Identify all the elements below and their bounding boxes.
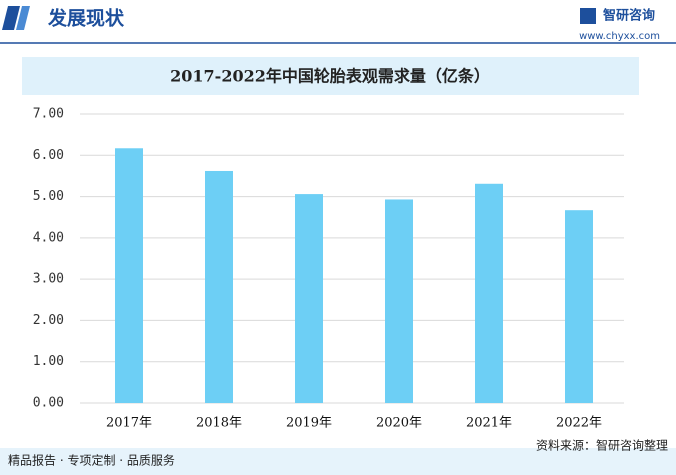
x-tick-label: 2019年 (286, 416, 332, 431)
y-tick-label: 7.00 (33, 107, 64, 122)
header-icon (16, 6, 30, 30)
bar (475, 183, 503, 403)
x-tick-label: 2020年 (376, 416, 422, 431)
header-icon (2, 6, 20, 30)
y-tick-label: 3.00 (33, 272, 64, 287)
x-tick-label: 2018年 (196, 416, 242, 431)
bar (205, 170, 233, 403)
y-tick-label: 5.00 (33, 189, 64, 204)
footer-bar (0, 448, 676, 475)
y-tick-label: 2.00 (33, 313, 64, 328)
chart-title: 2017-2022年中国轮胎表观需求量（亿条） (170, 67, 490, 86)
footer-slogan: 精品报告 · 专项定制 · 品质服务 (8, 453, 175, 468)
x-tick-label: 2022年 (556, 416, 602, 431)
x-tick-label: 2021年 (466, 416, 512, 431)
bar (565, 210, 593, 403)
y-tick-label: 0.00 (33, 396, 64, 411)
y-tick-label: 1.00 (33, 354, 64, 369)
bar (385, 199, 413, 403)
y-tick-label: 4.00 (33, 230, 64, 245)
bar (115, 148, 143, 403)
header-title: 发展现状 (47, 7, 125, 30)
source-note: 资料来源：智研咨询整理 (536, 438, 668, 453)
brand-logo (580, 8, 596, 24)
bar (295, 194, 323, 403)
x-tick-label: 2017年 (106, 416, 152, 431)
title-box (22, 57, 639, 95)
brand-name: 智研咨询 (603, 8, 655, 24)
y-tick-label: 6.00 (33, 148, 64, 163)
brand-url: www.chyxx.com (579, 31, 660, 42)
